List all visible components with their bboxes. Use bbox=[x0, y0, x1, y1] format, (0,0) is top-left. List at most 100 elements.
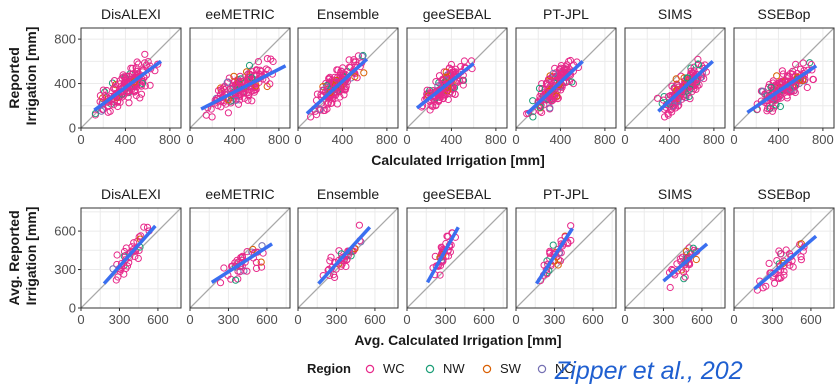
x-tick-label: 0 bbox=[186, 312, 193, 327]
data-point bbox=[223, 78, 231, 87]
data-point bbox=[324, 99, 332, 107]
panel-border bbox=[189, 207, 291, 309]
data-point bbox=[680, 268, 688, 276]
data-point bbox=[778, 67, 787, 75]
data-point bbox=[220, 264, 228, 272]
x-tick-label: 0 bbox=[621, 312, 628, 327]
data-point bbox=[217, 86, 225, 94]
data-point bbox=[687, 67, 695, 75]
bottom-panel-ssebop: SSEBop 0 300 600 bbox=[730, 186, 835, 327]
data-point bbox=[342, 262, 350, 271]
data-point bbox=[207, 105, 215, 113]
data-point bbox=[125, 72, 133, 80]
data-point bbox=[569, 80, 578, 88]
panel-plot-area bbox=[190, 208, 290, 308]
data-point bbox=[114, 102, 122, 111]
data-point bbox=[232, 96, 240, 104]
x-tick-label: 800 bbox=[812, 132, 834, 147]
data-point bbox=[459, 76, 467, 84]
top-y-axis-title: Reported Irrigation [mm] bbox=[6, 27, 39, 126]
identity-line bbox=[625, 28, 725, 128]
data-point bbox=[773, 72, 781, 80]
x-tick-label: 800 bbox=[159, 132, 181, 147]
panel-strip-title: eeMETRIC bbox=[205, 186, 274, 202]
legend-marker bbox=[482, 364, 492, 374]
fit-line bbox=[210, 242, 273, 284]
x-tick-label: 400 bbox=[224, 132, 246, 147]
data-point bbox=[137, 82, 145, 90]
data-point bbox=[208, 113, 216, 121]
legend-marker bbox=[537, 364, 547, 374]
data-point bbox=[460, 57, 468, 65]
data-point bbox=[653, 94, 662, 102]
data-point bbox=[774, 274, 782, 282]
data-point bbox=[143, 223, 152, 231]
panel-plot-area bbox=[81, 28, 181, 128]
data-point bbox=[549, 241, 557, 249]
data-point bbox=[130, 239, 138, 247]
data-point bbox=[355, 221, 363, 229]
x-tick-label: 600 bbox=[691, 312, 713, 327]
data-point bbox=[263, 55, 271, 63]
data-point bbox=[360, 69, 368, 77]
x-tick-label: 0 bbox=[730, 312, 737, 327]
data-point bbox=[316, 105, 324, 114]
data-point bbox=[110, 77, 119, 85]
top-panel-sims: SIMS 0 400 800 bbox=[621, 6, 726, 147]
data-point bbox=[792, 60, 800, 69]
data-point bbox=[538, 80, 546, 88]
legend-marker bbox=[425, 364, 435, 374]
data-point bbox=[770, 279, 779, 287]
data-point bbox=[252, 258, 260, 266]
legend-marker bbox=[365, 364, 375, 374]
data-point bbox=[338, 254, 346, 262]
data-point bbox=[101, 92, 109, 100]
data-point bbox=[136, 94, 144, 102]
y-tick-label: 600 bbox=[54, 224, 76, 239]
identity-line bbox=[625, 208, 725, 308]
panel-border bbox=[624, 27, 726, 129]
panel-plot-area bbox=[734, 208, 834, 308]
x-tick-label: 300 bbox=[762, 312, 784, 327]
data-point bbox=[459, 81, 467, 89]
legend-label: NC bbox=[555, 361, 574, 376]
x-tick-label: 800 bbox=[485, 132, 507, 147]
data-point bbox=[563, 66, 571, 74]
data-point bbox=[267, 55, 275, 63]
data-point bbox=[219, 84, 227, 92]
data-point bbox=[666, 283, 674, 292]
data-point bbox=[137, 90, 146, 98]
data-point bbox=[224, 109, 232, 117]
x-tick-label: 300 bbox=[218, 312, 240, 327]
data-point bbox=[536, 107, 544, 115]
panel-plot-area bbox=[407, 208, 507, 308]
x-tick-label: 300 bbox=[326, 312, 348, 327]
x-tick-label: 800 bbox=[594, 132, 616, 147]
data-point bbox=[689, 69, 698, 77]
citation-text: Zipper et al., 202 bbox=[555, 357, 743, 385]
fit-line bbox=[317, 226, 372, 285]
data-point bbox=[351, 73, 359, 81]
data-point bbox=[529, 113, 537, 121]
data-point bbox=[676, 255, 684, 263]
data-point bbox=[147, 65, 155, 73]
data-point bbox=[97, 107, 106, 115]
data-point bbox=[110, 84, 118, 93]
data-point bbox=[325, 75, 333, 83]
x-tick-label: 0 bbox=[77, 132, 84, 147]
data-point bbox=[809, 75, 818, 84]
legend: Region WC NW SW NC bbox=[307, 361, 574, 376]
data-point bbox=[689, 244, 697, 252]
data-point bbox=[669, 103, 677, 111]
data-point bbox=[566, 56, 575, 65]
data-point bbox=[339, 64, 347, 72]
data-point bbox=[134, 60, 143, 68]
data-point bbox=[120, 270, 128, 278]
fit-line bbox=[425, 226, 460, 284]
top-panel-pt-jpl: PT-JPL 0 400 800 bbox=[512, 6, 617, 147]
data-point bbox=[327, 253, 335, 261]
data-point bbox=[329, 79, 337, 88]
data-point bbox=[546, 247, 554, 255]
